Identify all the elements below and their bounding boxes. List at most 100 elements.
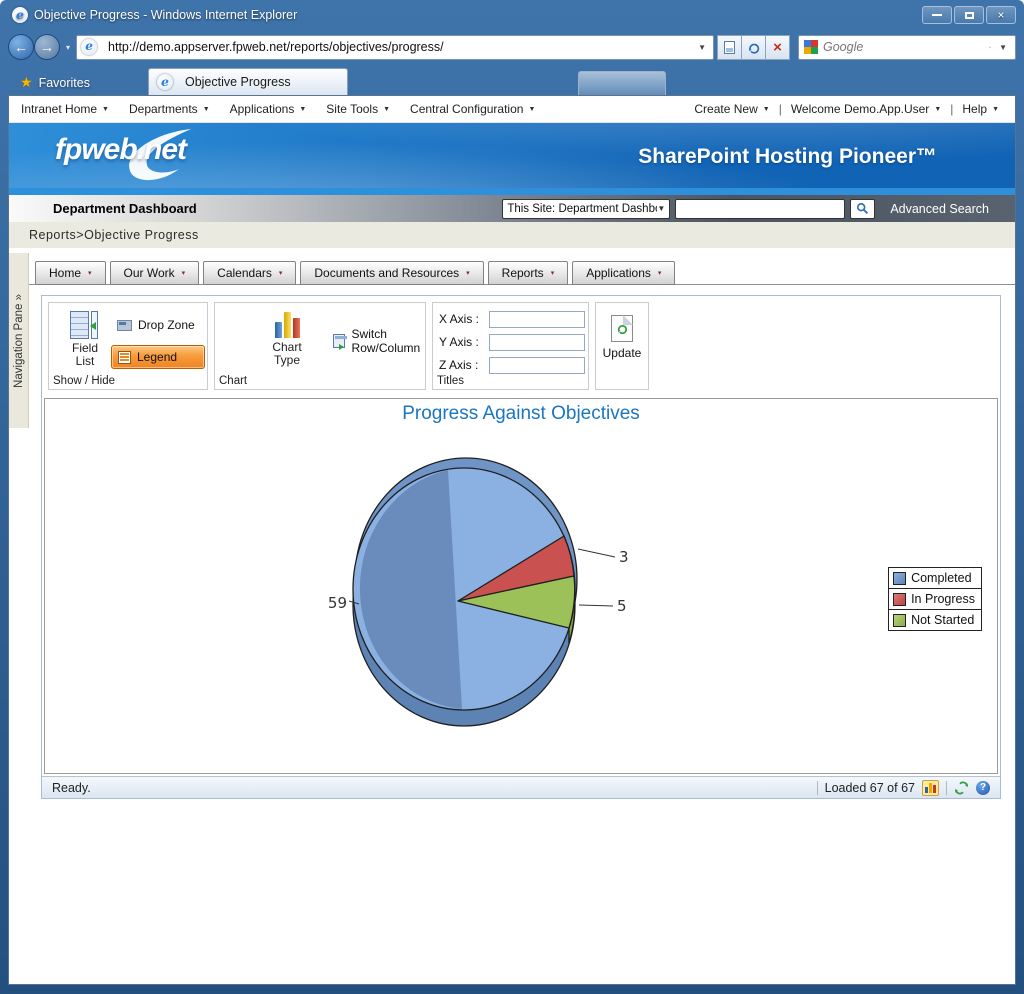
advanced-search-link[interactable]: Advanced Search [890,201,989,216]
search-options-caret-icon[interactable]: ▼ [999,42,1007,52]
maximize-icon [964,11,974,19]
maximize-button[interactable] [954,6,984,24]
menu-central-configuration[interactable]: Central Configuration ▼ [410,102,535,116]
menu-welcome-user[interactable]: Welcome Demo.App.User ▼ [791,102,941,116]
leader-line-completed [348,600,360,605]
search-magnifier-icon[interactable] [989,41,991,54]
legend-swatch-completed [893,571,907,585]
site-title-bar: Department Dashboard This Site: Departme… [9,195,1015,222]
switch-row-column-button[interactable]: Switch Row/Column [327,327,431,355]
menu-intranet-home[interactable]: Intranet Home ▼ [21,102,109,116]
stop-button[interactable]: × [765,34,790,60]
active-browser-tab[interactable]: e Objective Progress [147,68,348,95]
chart-type-icon [272,311,302,338]
pie-slice-not-started[interactable] [457,575,576,629]
tab-applications[interactable]: Applications ▾ [572,261,676,285]
tab-label: Reports [501,266,544,280]
legend-item-not-started: Not Started [889,610,981,630]
url-input[interactable] [108,40,691,54]
search-box[interactable]: ▼ [798,34,1016,60]
menu-help[interactable]: Help ▼ [962,102,999,116]
dropdown-caret-icon: ▾ [466,270,470,277]
back-button[interactable]: ← [8,34,34,60]
global-link-bar: Intranet Home ▼ Departments ▼ Applications… [9,96,1015,123]
site-banner: fpweb.net SharePoint Hosting Pioneer™ [9,123,1015,195]
help-icon[interactable]: ? [976,780,990,795]
menu-label: Welcome Demo.App.User [790,102,930,116]
menu-separator: | [778,102,782,116]
site-search-input[interactable] [675,198,846,219]
chart-type-label: Chart Type [272,340,302,367]
menu-departments[interactable]: Departments ▼ [129,102,210,116]
status-text: Ready. [52,780,91,795]
tab-calendars[interactable]: Calendars ▾ [203,261,297,285]
page-favicon-icon: e [81,39,98,55]
search-scope-dropdown[interactable]: This Site: Department Dashboa ▼ [502,198,671,219]
site-nav-tabs: Home ▾ Our Work ▾ Calendars ▾ Documents and… [9,259,1015,285]
navigation-pane-toggle[interactable]: Navigation Pane » [9,253,29,428]
tab-reports[interactable]: Reports ▾ [487,261,569,285]
tab-documents-and-resources[interactable]: Documents and Resources ▾ [300,261,484,285]
dropdown-caret-icon: ▼ [383,105,391,113]
minimize-icon [932,14,942,16]
dropdown-caret-icon: ▾ [278,270,283,277]
menu-applications[interactable]: Applications ▼ [230,102,307,116]
tab-label: Applications [586,266,651,280]
forward-arrow-icon: → [40,39,54,55]
menu-label: Intranet Home [21,102,98,116]
minimize-button[interactable] [922,6,952,24]
legend-toggle-button[interactable]: Legend [111,345,205,369]
scope-selected-value: This Site: Department Dashboa [507,202,658,215]
dropdown-caret-icon: ▼ [202,105,210,113]
tab-home[interactable]: Home ▾ [35,261,106,285]
z-axis-label: Z Axis : [439,358,479,372]
pie-value-completed: 59 [328,594,347,612]
back-arrow-icon: ← [14,39,28,55]
dropdown-caret-icon: ▾ [657,270,662,277]
help-glyph: ? [979,782,987,793]
close-icon: × [997,8,1005,22]
y-axis-input[interactable] [489,333,585,351]
update-icon [611,315,633,342]
history-chevron-icon[interactable]: ▾ [66,42,71,52]
z-axis-input[interactable] [489,356,585,374]
breadcrumb-item-reports[interactable]: Reports [29,228,77,242]
switch-row-column-icon [333,334,347,350]
dropdown-caret-icon: ▼ [528,105,536,113]
site-search-button[interactable] [850,198,876,219]
field-list-label: Field List [71,341,98,368]
refresh-data-icon[interactable] [954,781,969,795]
field-list-button[interactable]: Field List [61,311,109,368]
update-button[interactable]: Update [596,315,648,360]
close-button[interactable]: × [986,6,1016,24]
menu-label: Help [962,102,988,116]
web-search-input[interactable] [823,40,984,54]
pie-chart[interactable]: 59 3 5 [263,429,683,739]
chart-legend: Completed In Progress Not Started [888,567,982,631]
dropdown-caret-icon: ▾ [88,270,92,277]
address-bar[interactable]: e ▼ [76,34,714,60]
x-axis-input[interactable] [489,310,585,328]
dropdown-caret-icon: ▼ [299,105,307,113]
compatibility-view-button[interactable] [717,34,742,60]
chart-type-button[interactable]: Chart Type [263,311,311,367]
menu-create-new[interactable]: Create New ▼ [694,102,769,116]
menu-label: Central Configuration [410,102,524,116]
new-tab-stub[interactable] [577,71,666,95]
menu-site-tools[interactable]: Site Tools ▼ [326,102,390,116]
address-toolbar: ← → ▾ e ▼ × ▼ [0,30,1024,64]
tab-our-work[interactable]: Our Work ▾ [109,261,200,285]
refresh-button[interactable] [741,34,766,60]
drop-zone-button[interactable]: Drop Zone [111,313,205,337]
favorites-button[interactable]: ★ Favorites [8,70,102,95]
legend-label: Not Started [911,613,975,627]
switch-row-column-label: Switch Row/Column [351,327,421,355]
address-dropdown-icon[interactable]: ▼ [698,42,706,52]
chart-view-icon[interactable] [922,779,939,796]
drop-zone-icon [117,319,132,331]
status-separator [946,780,947,795]
menu-separator: | [950,102,954,116]
forward-button[interactable]: → [34,34,60,60]
dropdown-caret-icon: ▼ [657,204,666,213]
tab-label: Our Work [123,266,175,280]
